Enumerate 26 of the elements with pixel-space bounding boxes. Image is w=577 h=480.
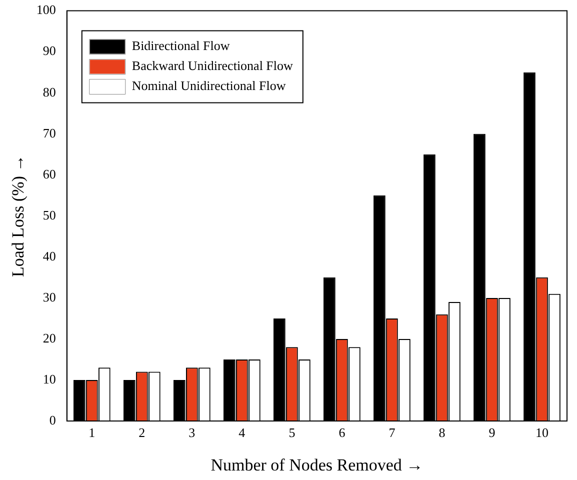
x-tick-label: 2 xyxy=(138,425,146,440)
x-axis-title: Number of Nodes Removed → xyxy=(210,455,424,474)
x-tick-label: 4 xyxy=(238,425,246,440)
y-tick-label: 0 xyxy=(49,412,56,428)
legend-label: Backward Unidirectional Flow xyxy=(132,58,294,74)
x-tick-label: 8 xyxy=(438,425,446,440)
y-tick-label: 40 xyxy=(42,248,56,264)
x-tick-label: 6 xyxy=(338,425,346,440)
y-tick-label: 100 xyxy=(36,2,56,18)
x-tick-label: 9 xyxy=(488,425,496,440)
y-tick-label: 20 xyxy=(42,330,56,346)
y-tick-label: 30 xyxy=(42,289,56,304)
y-tick-label: 60 xyxy=(42,166,56,182)
x-tick-label: 5 xyxy=(288,425,296,440)
y-tick-label: 90 xyxy=(42,43,56,58)
x-tick-label: 3 xyxy=(188,425,196,440)
y-tick-label: 80 xyxy=(42,84,56,100)
y-tick-label: 70 xyxy=(42,125,56,140)
x-tick-label: 10 xyxy=(535,425,548,440)
legend-label: Nominal Unidirectional Flow xyxy=(132,78,286,94)
legend-label: Bidirectional Flow xyxy=(132,38,230,54)
x-tick-label: 1 xyxy=(88,425,96,440)
y-axis-title: Load Loss (%) → xyxy=(8,154,28,278)
y-tick-label: 50 xyxy=(42,207,56,222)
x-tick-label: 7 xyxy=(388,425,396,440)
y-tick-label: 10 xyxy=(42,371,56,386)
